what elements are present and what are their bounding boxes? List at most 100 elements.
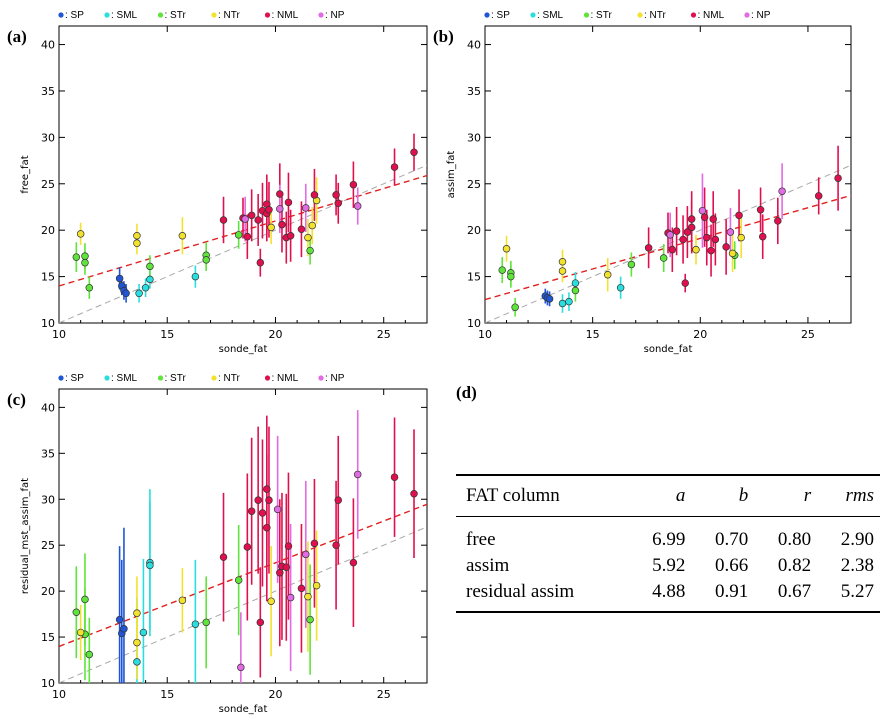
data-point-sml [571,279,580,287]
data-point-np [276,205,284,213]
x-tick-label: 25 [377,688,391,701]
data-point-nml [297,584,306,593]
data-point-sml [141,283,150,292]
data-point-nml [276,568,284,577]
data-point-nml [256,618,265,627]
legend-marker [690,12,697,18]
x-tick-label: 20 [268,688,282,701]
data-point-nml [390,473,399,481]
data-point-nml [707,246,715,255]
data-point-nml [672,227,681,235]
y-tick-label: 30 [41,493,55,506]
data-point-sp [545,295,554,303]
data-point-ntr [692,245,700,254]
data-point-nml [310,191,319,199]
one-to-one-line [59,526,427,683]
data-point-nml [410,148,418,156]
data-point-nml [758,232,767,241]
data-point-nml [256,258,265,267]
data-point-nml [390,163,399,171]
y-tick-label: 15 [41,271,55,284]
y-tick-label: 10 [41,317,55,330]
data-point-sml [133,658,141,666]
data-point-str [507,272,515,281]
data-point-nml [310,539,319,548]
legend-entry: : SP [491,10,510,21]
x-tick-label: 15 [160,328,174,341]
data-point-nml [276,190,284,198]
legend-entry: : SML [111,10,138,21]
data-point-np [273,505,282,514]
data-point-ntr [133,609,141,617]
data-point-nml [349,558,358,567]
panel-label: (b) [433,27,454,46]
y-tick-label: 40 [467,39,481,52]
data-point-nml [219,553,228,561]
data-point-sml [146,275,154,284]
data-point-np [778,187,786,195]
table-header-cell: FAT column [456,474,629,517]
y-tick-label: 15 [41,631,55,644]
plot-frame [58,25,428,324]
table-header-cell: rms [817,474,880,517]
data-point-nml [265,206,273,214]
data-point-ntr [502,245,511,253]
data-point-sp [115,615,124,624]
legend-marker [58,375,64,381]
legend-marker [157,375,164,381]
y-tick-label: 20 [467,224,481,237]
data-point-nml [265,496,273,504]
data-point-nml [247,507,256,515]
y-tick-label: 35 [467,85,481,98]
plot-area [485,145,851,323]
legend-entry: : NP [325,373,345,384]
legend-entry: : SML [537,10,564,21]
data-point-ntr [304,233,312,242]
data-point-str [72,253,81,261]
data-point-sml [558,299,567,308]
y-tick-label: 20 [41,224,55,237]
y-tick-label: 40 [41,401,55,414]
one-to-one-line [485,164,851,323]
table-row: free 6.99 0.70 0.80 2.90 [456,517,880,554]
data-point-nml [756,206,765,214]
data-point-nml [219,216,228,224]
table-cell: assim [466,555,510,576]
table-cell: residual assim [456,579,629,613]
data-point-nml [284,198,293,207]
data-point-nml [679,235,687,244]
data-point-ntr [178,232,187,240]
table-cell: 0.82 [777,555,812,576]
y-tick-label: 35 [41,85,55,98]
data-point-ntr [312,581,321,590]
data-point-sp [120,625,128,633]
legend-marker [264,375,271,381]
data-point-nml [334,199,342,208]
data-point-ntr [76,628,85,637]
data-point-np [241,215,249,223]
data-point-str [202,618,210,627]
data-point-nml [687,215,696,223]
legend-entry: : NTr [218,10,241,21]
data-point-str [81,258,89,267]
regression-table: FAT column a b r rms free 6.99 0.70 0.80… [456,474,880,613]
data-point-nml [644,244,653,252]
data-point-sml [139,628,148,637]
legend-entry: : NP [751,10,771,21]
data-point-np [302,204,310,212]
table-header-cell: b [691,474,755,517]
data-point-nml [410,489,418,498]
data-point-str [498,266,506,274]
data-point-ntr [603,270,612,279]
legend-marker [583,12,590,18]
table-cell: free [466,529,496,550]
legend-entry: : NTr [644,10,667,21]
legend-entry: : STr [165,373,187,384]
data-point-nml [247,211,256,220]
data-point-nml [332,541,340,549]
legend-entry: : SP [65,10,84,21]
data-point-nml [687,223,696,232]
y-tick-label: 25 [41,539,55,552]
data-point-str [234,231,243,239]
data-point-str [511,303,519,311]
